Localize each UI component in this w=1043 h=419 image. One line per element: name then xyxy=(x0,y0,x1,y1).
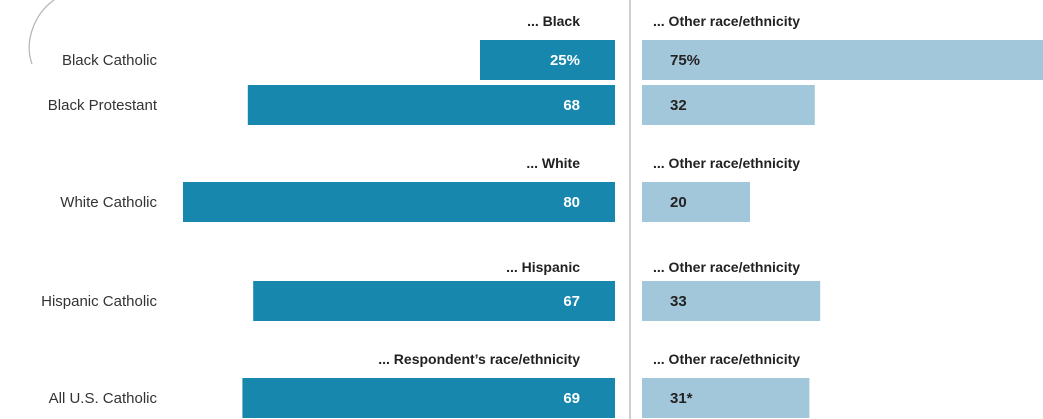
left-bar-value-label: 69 xyxy=(563,390,580,407)
left-column-header: ... Black xyxy=(527,13,580,29)
left-bar xyxy=(253,281,615,321)
right-bar xyxy=(642,281,821,321)
left-bar-value-label: 67 xyxy=(563,293,580,310)
right-column-header: ... Other race/ethnicity xyxy=(653,259,800,275)
left-bar xyxy=(242,378,615,418)
bracket-curve xyxy=(28,0,55,65)
right-bar xyxy=(642,182,750,222)
right-bar-value-label: 20 xyxy=(670,194,687,211)
row-label: Hispanic Catholic xyxy=(41,293,157,310)
left-column-header: ... White xyxy=(526,155,580,171)
row-label: Black Catholic xyxy=(62,52,158,69)
left-column-header: ... Hispanic xyxy=(506,259,580,275)
right-bar xyxy=(642,40,1043,80)
left-bar-value-label: 25% xyxy=(550,52,580,69)
right-bar-value-label: 33 xyxy=(670,293,687,310)
row-label: All U.S. Catholic xyxy=(49,390,158,407)
left-column-header: ... Respondent’s race/ethnicity xyxy=(378,351,580,367)
right-column-header: ... Other race/ethnicity xyxy=(653,155,800,171)
right-bar xyxy=(642,378,810,418)
left-bar xyxy=(183,182,615,222)
left-bar-value-label: 80 xyxy=(563,194,580,211)
row-label: Black Protestant xyxy=(48,97,158,114)
right-column-header: ... Other race/ethnicity xyxy=(653,351,800,367)
right-bar-value-label: 32 xyxy=(670,97,687,114)
right-bar-value-label: 31* xyxy=(670,390,693,407)
left-bar-value-label: 68 xyxy=(563,97,580,114)
left-bar xyxy=(247,85,616,125)
row-label: White Catholic xyxy=(60,194,157,211)
right-bar-value-label: 75% xyxy=(670,52,700,69)
right-column-header: ... Other race/ethnicity xyxy=(653,13,800,29)
left-bar xyxy=(480,40,615,80)
right-bar xyxy=(642,85,815,125)
